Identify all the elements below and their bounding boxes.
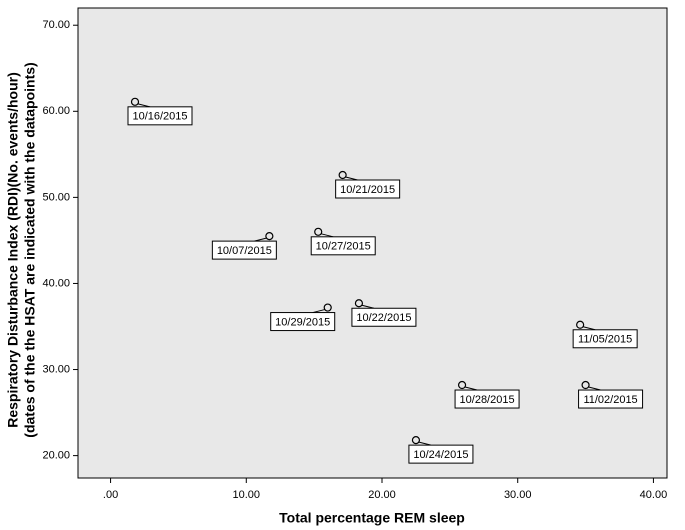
point: [314, 227, 323, 236]
point: [354, 299, 364, 308]
point: [338, 170, 347, 180]
y-tick-label: 50.00: [42, 191, 70, 203]
y-tick-label: 40.00: [42, 277, 70, 289]
point-label: 11/05/2015: [578, 334, 632, 346]
point: [323, 303, 332, 312]
point: [130, 97, 140, 106]
x-axis-label: Total percentage REM sleep: [279, 510, 465, 526]
point: [576, 320, 585, 329]
label-box: [572, 329, 638, 349]
x-tick-label: 20.00: [368, 489, 396, 501]
point-label: 10/22/2015: [356, 312, 411, 324]
point-label: 11/02/2015: [583, 394, 637, 406]
label-box: [127, 106, 193, 126]
point-label: 10/24/2015: [413, 449, 468, 461]
y-tick-label: 20.00: [42, 450, 70, 462]
label-box: [408, 444, 474, 464]
point-label: 10/07/2015: [217, 245, 272, 257]
x-tick-label: 40.00: [640, 489, 668, 501]
label-box: [211, 240, 277, 260]
point-label: 10/16/2015: [132, 111, 187, 123]
x-tick-label: 10.00: [233, 489, 261, 501]
point: [265, 232, 274, 241]
x-tick-label: 30.00: [504, 489, 532, 501]
label-box: [270, 312, 336, 332]
label-box: [310, 236, 376, 256]
point: [457, 380, 467, 390]
y-tick-label: 60.00: [42, 105, 70, 117]
label-box: [335, 179, 401, 199]
point-label: 10/28/2015: [460, 394, 515, 406]
point: [581, 380, 590, 390]
x-tick-label: .00: [103, 489, 118, 501]
point-label: 10/27/2015: [316, 241, 371, 253]
y-tick-label: 70.00: [42, 19, 70, 31]
point-label: 10/21/2015: [340, 184, 395, 196]
label-box: [454, 389, 520, 409]
y-tick-label: 30.00: [42, 363, 70, 375]
y-axis-label: (dates of the the HSAT are indicated wit…: [22, 62, 38, 437]
label-box: [578, 389, 644, 409]
point: [411, 436, 421, 445]
label-box: [351, 307, 417, 327]
y-axis-label: Respiratory Disturbance Index (RDI)(No. …: [5, 72, 21, 428]
point-label: 10/29/2015: [275, 316, 330, 328]
